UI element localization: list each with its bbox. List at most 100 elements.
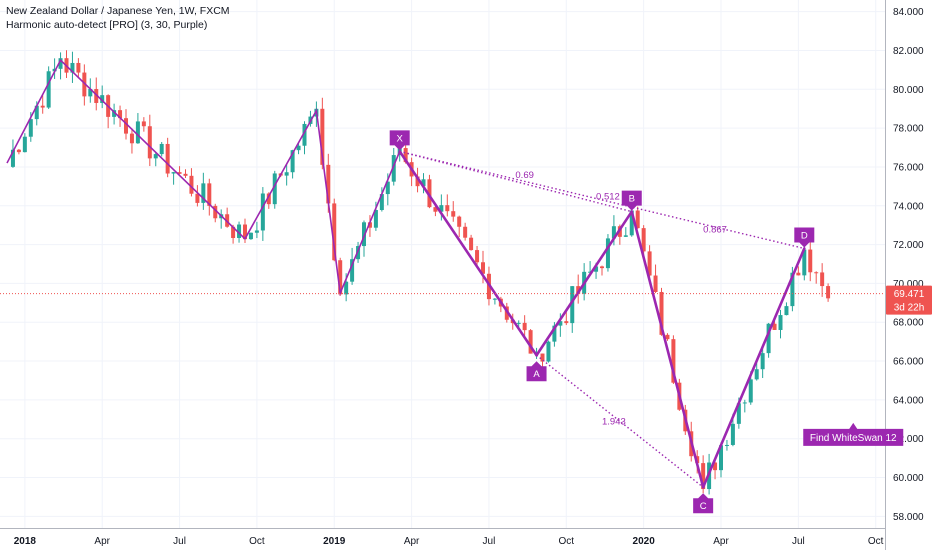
candle-body <box>641 228 646 252</box>
price-tick-label: 64.000 <box>893 395 924 406</box>
candle-body <box>58 58 63 69</box>
time-tick-label: Apr <box>94 536 110 547</box>
symbol-title[interactable]: New Zealand Dollar / Japanese Yen, 1W, F… <box>6 5 230 17</box>
candle-body <box>736 403 741 424</box>
time-tick-label: 2018 <box>14 536 37 547</box>
pattern-leg <box>398 150 538 357</box>
candle-body <box>820 272 825 287</box>
candle-body <box>231 226 236 239</box>
price-tick-label: 60.000 <box>893 473 924 484</box>
candle-body <box>659 291 664 335</box>
candle-body <box>159 143 164 155</box>
candle-body <box>427 179 432 208</box>
candle-body <box>344 281 349 295</box>
candle-body <box>373 210 378 228</box>
pattern-point-a: A <box>526 361 547 382</box>
candle-body <box>564 321 569 324</box>
candle-body <box>558 321 563 326</box>
price-axis[interactable]: 84.000 82.000 80.000 78.000 76.000 74.000 72.0… <box>885 0 925 550</box>
price-tick-label: 66.000 <box>893 357 924 368</box>
candle-body <box>118 110 123 119</box>
candle-body <box>629 210 634 236</box>
candle-body <box>272 173 277 205</box>
candle-body <box>141 121 146 127</box>
harmonic-pattern: 0.69 0.512 0.867 1.943 X A B C D <box>389 130 815 514</box>
time-tick-label: Oct <box>249 536 265 547</box>
candle-body <box>665 334 670 340</box>
candle-body <box>391 155 396 182</box>
candle-body <box>260 193 265 231</box>
annotation-callout <box>803 422 904 446</box>
candle-body <box>147 126 152 159</box>
candle-body <box>594 266 599 272</box>
candle-body <box>552 325 557 342</box>
ratio-label: 0.69 <box>515 170 534 181</box>
candle-body <box>719 445 723 471</box>
candle-body <box>248 232 253 240</box>
candle-body <box>254 230 259 233</box>
zigzag-lines <box>6 58 401 297</box>
candle-body <box>237 224 242 239</box>
ratio-label: 0.512 <box>596 192 620 203</box>
candle-body <box>802 249 807 276</box>
candle-body <box>576 286 581 294</box>
candle-body <box>266 193 271 205</box>
point-marker-shape <box>693 493 714 514</box>
time-tick-label: Jul <box>483 536 496 547</box>
price-tick-label: 80.000 <box>893 85 924 96</box>
time-axis[interactable]: 2018 Apr Jul Oct 2019 Apr Jul Oct 2020 Apr Jul Oct <box>0 528 885 548</box>
ratio-connector <box>399 150 805 250</box>
pattern-leg <box>701 247 806 489</box>
current-price-value: 69.471 <box>894 289 925 300</box>
candle-body <box>177 172 182 174</box>
candle-body <box>766 323 771 354</box>
candle-body <box>778 315 783 330</box>
price-tick-label: 72.000 <box>893 240 924 251</box>
candle-body <box>546 341 551 362</box>
candle-body <box>100 95 105 103</box>
candle-body <box>421 179 426 187</box>
price-tick-label: 68.000 <box>893 318 924 329</box>
candle-body <box>112 110 117 117</box>
candle-body <box>439 205 444 212</box>
candle-body <box>129 133 134 144</box>
time-tick-label: 2019 <box>323 536 346 547</box>
pattern-point-x: X <box>389 130 410 151</box>
overlay-labels: 69.471 3d 22h Find WhiteSwan 12 <box>0 285 932 446</box>
candle-body <box>332 203 337 261</box>
point-marker-label: B <box>629 194 635 205</box>
point-marker-shape <box>621 190 642 211</box>
candle-body <box>796 272 801 276</box>
ratio-label: 1.943 <box>602 417 626 428</box>
candle-body <box>189 175 194 194</box>
indicator-title[interactable]: Harmonic auto-detect [PRO] (3, 30, Purpl… <box>6 19 208 31</box>
candle-body <box>201 183 206 203</box>
pattern-point-b: B <box>621 190 642 211</box>
time-tick-label: Oct <box>868 536 884 547</box>
candle-body <box>516 322 521 324</box>
candle-body <box>635 210 640 229</box>
candle-body <box>70 62 75 73</box>
candle-body <box>22 136 27 153</box>
current-price-badge <box>886 285 932 315</box>
candle-body <box>403 148 408 163</box>
candle-body <box>302 123 307 146</box>
candle-body <box>784 306 789 316</box>
point-marker-label: A <box>533 369 540 380</box>
candle-body <box>570 286 575 324</box>
candle-body <box>600 266 604 269</box>
candle-body <box>195 193 200 203</box>
candle-body <box>350 259 355 282</box>
candle-body <box>40 105 45 108</box>
candle-body <box>296 145 301 151</box>
time-tick-label: Jul <box>173 536 186 547</box>
candle-body <box>457 216 462 227</box>
candle-body <box>671 339 676 383</box>
candle-body <box>492 298 497 300</box>
candle-body <box>165 143 170 174</box>
candle-body <box>88 89 93 97</box>
price-tick-label: 84.000 <box>893 7 924 18</box>
price-tick-label: 78.000 <box>893 124 924 135</box>
